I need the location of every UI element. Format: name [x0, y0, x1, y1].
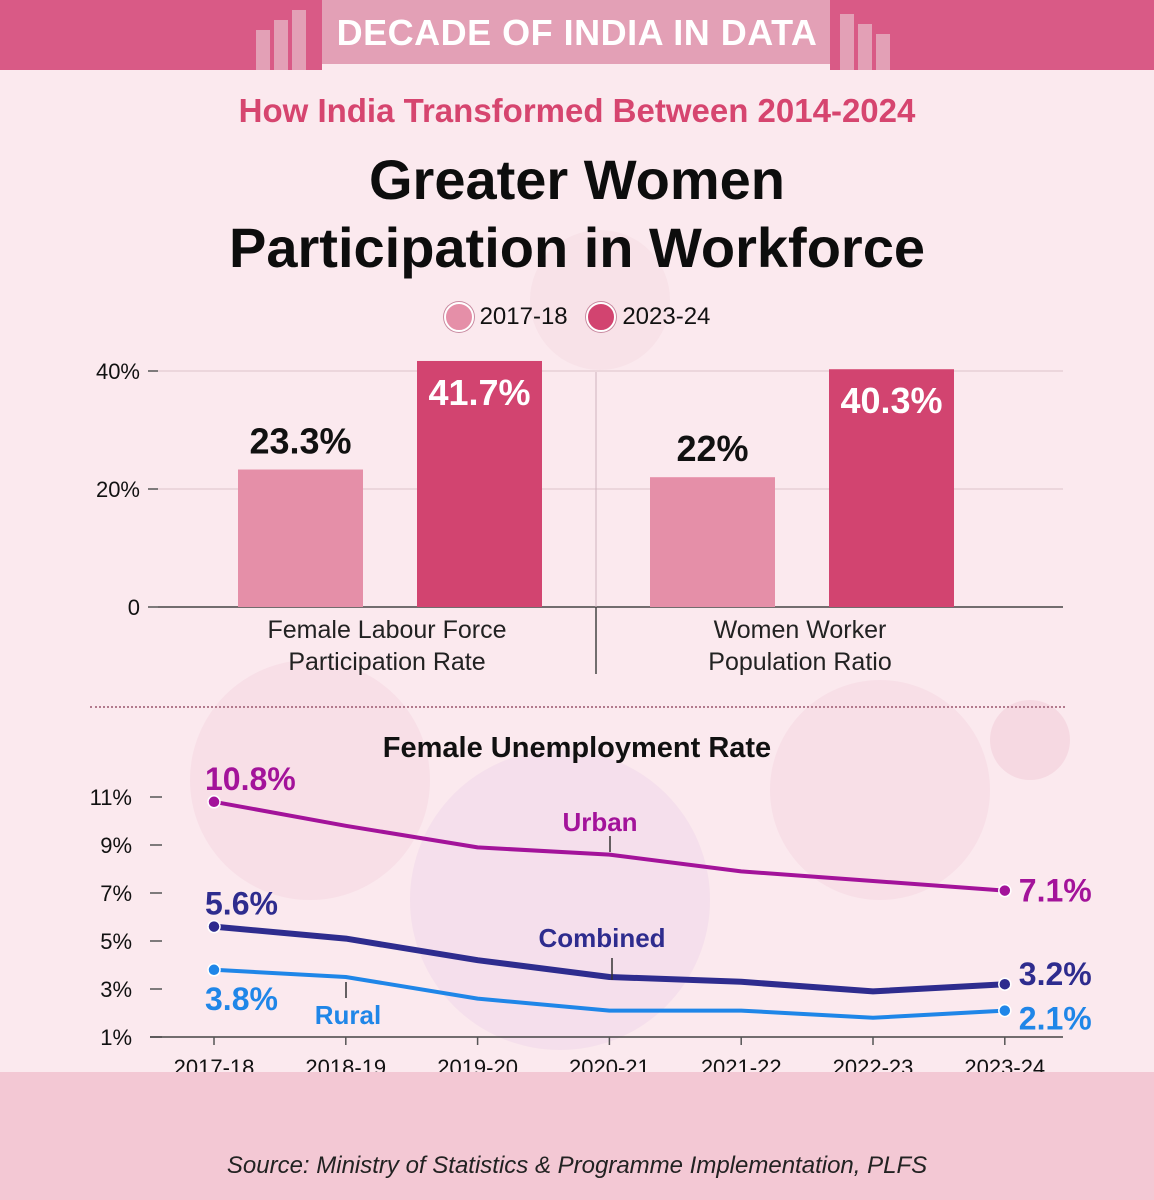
banner-plate: [322, 0, 830, 70]
bar: [238, 469, 363, 607]
main-title-line-2: Participation in Workforce: [229, 216, 925, 279]
legend-label-2017: 2017-18: [479, 303, 568, 330]
urban-end-label: 7.1%: [1019, 873, 1092, 909]
bar-value-label: 40.3%: [840, 380, 942, 421]
rural-start-label: 3.8%: [205, 981, 278, 1017]
series-line-rural: [212, 967, 1007, 1020]
main-title-line-1: Greater Women: [369, 148, 785, 211]
line-y-tick-label: 3%: [100, 977, 132, 1002]
combined-end-label: 3.2%: [1019, 956, 1092, 992]
footer-band: [0, 1072, 1154, 1200]
main-title: Greater Women Participation in Workforce: [0, 146, 1154, 282]
line-chart-title: Female Unemployment Rate: [383, 732, 771, 764]
rural-end-label: 2.1%: [1019, 1001, 1092, 1037]
bar-category-label: Population Ratio: [708, 648, 891, 676]
bar-y-tick-label: 20%: [96, 477, 140, 502]
subtitle: How India Transformed Between 2014-2024: [238, 92, 916, 129]
series-line-combined: [211, 923, 1008, 995]
bar-category-label: Women Worker: [714, 616, 887, 644]
banner-bars-decoration: [256, 10, 890, 70]
source-note: Source: Ministry of Statistics & Program…: [226, 1152, 928, 1179]
series-point-combined: [207, 919, 221, 934]
series-point-combined: [998, 977, 1012, 991]
series-point-urban: [207, 795, 221, 809]
line-y-tick-label: 11%: [90, 785, 132, 810]
bar-value-label: 22%: [676, 428, 748, 469]
series-name-rural: Rural: [315, 1000, 381, 1030]
legend-item-2017: 2017-18: [443, 302, 568, 332]
bar: [650, 477, 775, 607]
section-divider: [90, 706, 1065, 708]
line-y-tick-label: 9%: [100, 833, 132, 858]
bar-chart: 0 20% 40% 23.3% 41.7% Female Labour Force Part…: [96, 359, 1063, 676]
series-name-combined: Combined: [538, 923, 665, 953]
series-point-rural: [207, 963, 221, 977]
series-point-rural: [998, 1003, 1012, 1018]
legend-swatch-2017: [443, 302, 474, 332]
bar: [417, 360, 542, 607]
top-banner: DECADE OF INDIA IN DATA: [0, 0, 1154, 70]
combined-start-label: 5.6%: [205, 886, 278, 922]
legend-item-2023: 2023-24: [586, 302, 710, 332]
bar-legend: 2017-18 2023-24: [0, 302, 1154, 339]
banner-title: DECADE OF INDIA IN DATA: [336, 12, 818, 53]
line-y-tick-label: 5%: [100, 929, 132, 954]
series-name-urban: Urban: [562, 807, 637, 837]
legend-swatch-2023: [586, 302, 617, 332]
line-y-tick-label: 1%: [100, 1025, 132, 1050]
series-line-urban: [212, 799, 1007, 893]
legend-label-2023: 2023-24: [622, 303, 711, 330]
bar-category-label: Female Labour Force: [267, 616, 506, 644]
bar-category-label: Participation Rate: [288, 648, 485, 676]
urban-start-label: 10.8%: [205, 761, 296, 797]
bar-value-label: 23.3%: [249, 421, 351, 462]
line-y-tick-label: 7%: [100, 881, 132, 906]
bar-y-tick-label: 40%: [96, 359, 140, 384]
series-point-urban: [998, 883, 1012, 898]
bar-y-tick-label: 0: [128, 595, 140, 620]
bar-value-label: 41.7%: [428, 372, 530, 413]
bar: [829, 369, 954, 607]
